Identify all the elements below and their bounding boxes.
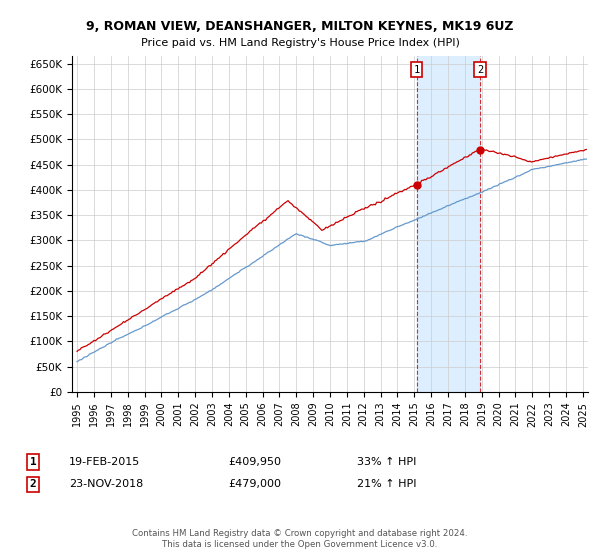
Text: 2: 2	[477, 64, 483, 74]
Text: 21% ↑ HPI: 21% ↑ HPI	[357, 479, 416, 489]
Text: 9, ROMAN VIEW, DEANSHANGER, MILTON KEYNES, MK19 6UZ: 9, ROMAN VIEW, DEANSHANGER, MILTON KEYNE…	[86, 20, 514, 32]
Text: Contains HM Land Registry data © Crown copyright and database right 2024.
This d: Contains HM Land Registry data © Crown c…	[132, 529, 468, 549]
Text: 1: 1	[29, 457, 37, 467]
Text: 1: 1	[413, 64, 419, 74]
Text: 19-FEB-2015: 19-FEB-2015	[69, 457, 140, 467]
Text: Price paid vs. HM Land Registry's House Price Index (HPI): Price paid vs. HM Land Registry's House …	[140, 38, 460, 48]
Text: £479,000: £479,000	[228, 479, 281, 489]
Text: £409,950: £409,950	[228, 457, 281, 467]
Bar	[416, 56, 480, 392]
Text: 33% ↑ HPI: 33% ↑ HPI	[357, 457, 416, 467]
Text: 2: 2	[29, 479, 37, 489]
Text: 23-NOV-2018: 23-NOV-2018	[69, 479, 143, 489]
